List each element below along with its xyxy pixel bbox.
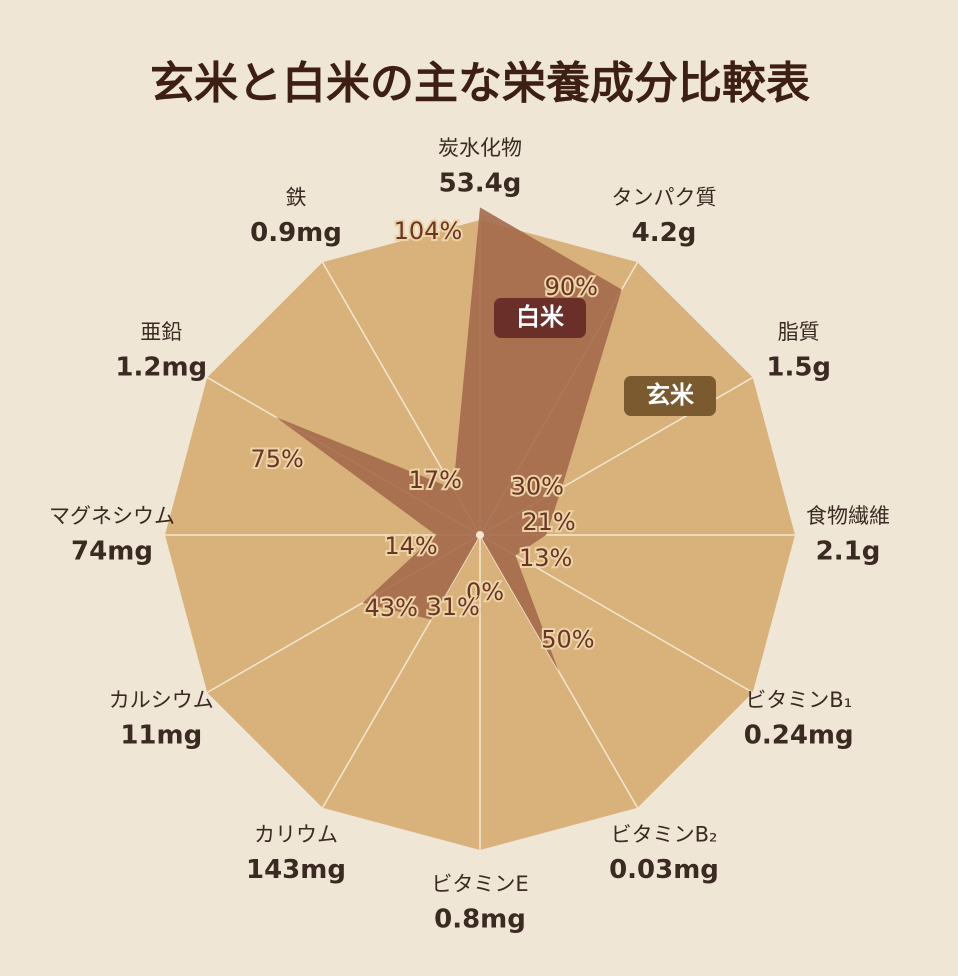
amount-label: 74mg <box>71 537 153 567</box>
value-label: 104% <box>394 217 463 245</box>
category-label: カルシウム <box>109 688 214 712</box>
category-label: マグネシウム <box>49 504 175 528</box>
category-label: 鉄 <box>286 185 307 209</box>
value-label: 0% <box>466 578 504 606</box>
spoke <box>479 534 754 694</box>
labels: 炭水化物 53.4g タンパク質 4.2g 脂質 1.5g 食物繊維 2.1g ビタミンB₁ 0.… <box>49 136 890 935</box>
category-label: 脂質 <box>778 320 820 344</box>
category-label: ビタミンB₂ <box>611 823 718 847</box>
category-label: タンパク質 <box>612 185 717 209</box>
amount-label: 2.1g <box>816 537 881 567</box>
amount-label: 0.03mg <box>609 855 719 885</box>
center <box>476 531 484 539</box>
category-label: 食物繊維 <box>806 504 890 528</box>
value-label: 50% <box>541 626 594 654</box>
legend-badge <box>624 376 716 416</box>
amount-label: 143mg <box>246 855 346 885</box>
amount-label: 53.4g <box>439 169 522 199</box>
value-label: 43% <box>365 594 418 622</box>
category-label: 亜鉛 <box>140 320 182 344</box>
legend-label: 玄米 <box>646 381 694 409</box>
value-label: 31% <box>426 593 479 621</box>
legend-badge <box>494 298 586 338</box>
amount-label: 4.2g <box>632 218 697 248</box>
category-label: 炭水化物 <box>438 136 522 160</box>
category-label: ビタミンE <box>431 872 528 896</box>
value-label: 13% <box>519 544 572 572</box>
value-label: 90% <box>545 273 598 301</box>
value-label: 14% <box>384 532 437 560</box>
amount-label: 1.5g <box>766 353 831 383</box>
legend-label: 白米 <box>516 303 564 331</box>
amount-label: 0.9mg <box>250 218 342 248</box>
value-label: 30% <box>511 472 564 500</box>
value-label: 21% <box>522 508 575 536</box>
value-label: 75% <box>250 445 303 473</box>
amount-label: 0.24mg <box>744 721 854 751</box>
amount-label: 1.2mg <box>115 353 207 383</box>
amount-label: 11mg <box>120 721 202 751</box>
category-label: カリウム <box>254 823 338 847</box>
category-label: ビタミンB₁ <box>745 688 852 712</box>
chart-title: 玄米と白米の主な栄養成分比較表 <box>150 58 810 109</box>
amount-label: 0.8mg <box>434 905 526 935</box>
value-label: 17% <box>409 466 462 494</box>
